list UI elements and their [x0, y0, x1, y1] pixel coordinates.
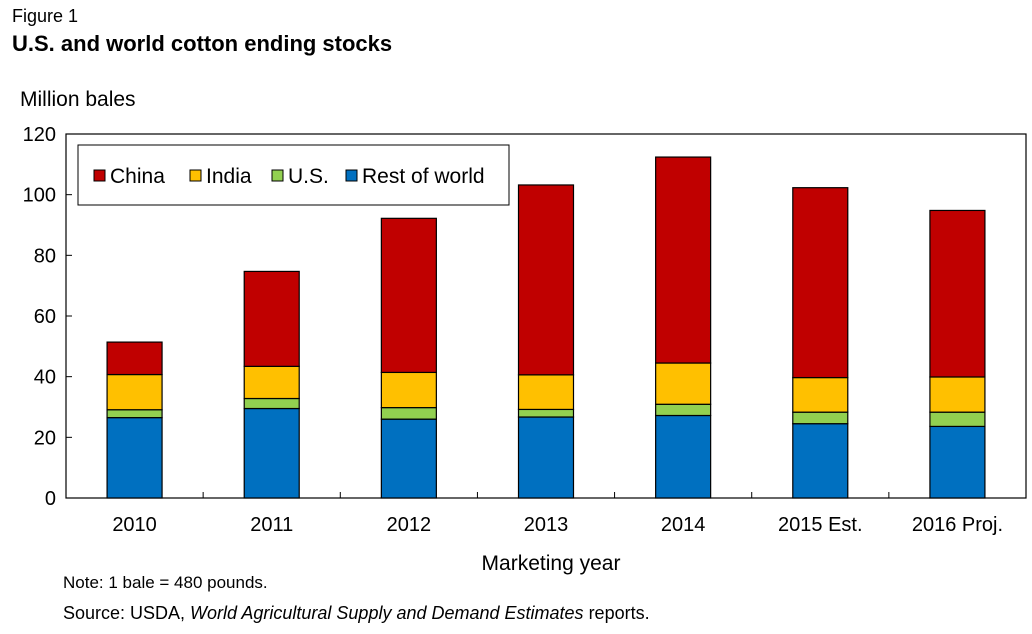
bar-segment-u-s-	[655, 403, 712, 417]
bar-segment-india	[243, 365, 300, 400]
bar-segment-china	[655, 156, 712, 364]
x-tick-label: 2013	[524, 514, 569, 536]
chart-bars	[106, 156, 986, 499]
chart-title: U.S. and world cotton ending stocks	[12, 31, 393, 56]
bar-segment-rest-of-world	[517, 416, 575, 499]
bar-segment-india	[380, 371, 437, 409]
x-tick-labels: 2010 2011 2012 2013 2014 2015 Est. 2016 Proj.	[112, 514, 1003, 536]
bar-segment-china	[929, 209, 986, 378]
legend-swatch-u-s-	[271, 169, 284, 182]
bar-segment-u-s-	[380, 407, 437, 420]
bar-segment-china	[106, 341, 163, 376]
bar-segment-china	[792, 187, 849, 379]
bar-segment-china	[380, 217, 437, 374]
y-tick-label: 40	[34, 367, 56, 389]
bar-segment-rest-of-world	[792, 423, 849, 499]
figure-label: Figure 1	[12, 6, 79, 26]
x-tick-label: 2010	[112, 514, 157, 536]
legend-label: U.S.	[288, 165, 329, 188]
bar-segment-china	[517, 184, 575, 376]
legend-swatch-china	[93, 169, 106, 182]
source-suffix: reports.	[583, 603, 650, 623]
x-tick-label: 2014	[661, 514, 706, 536]
y-tick-label: 0	[45, 488, 56, 510]
y-tick-label: 80	[34, 245, 56, 267]
bar-segment-india	[655, 362, 712, 405]
bar-segment-u-s-	[517, 408, 575, 418]
legend-label: India	[206, 165, 252, 188]
bar-segment-rest-of-world	[929, 425, 986, 499]
y-axis-unit-label: Million bales	[20, 88, 136, 111]
source-prefix: Source: USDA,	[63, 603, 191, 623]
y-tick-label: 100	[23, 185, 56, 207]
legend-label: China	[110, 165, 165, 188]
x-tick-label: 2012	[387, 514, 432, 536]
y-tick-label: 60	[34, 306, 56, 328]
bar-segment-india	[517, 374, 575, 411]
bar-segment-rest-of-world	[106, 417, 163, 499]
legend-swatch-rest-of-world	[345, 169, 358, 182]
bar-segment-u-s-	[106, 409, 163, 419]
legend-swatch-india	[189, 169, 202, 182]
chart-note: Note: 1 bale = 480 pounds.	[63, 573, 268, 592]
bar-segment-rest-of-world	[243, 407, 300, 499]
bar-segment-china	[243, 270, 300, 367]
chart-source: Source: USDA, World Agricultural Supply …	[63, 603, 650, 624]
source-report-title: World Agricultural Supply and Demand Est…	[190, 603, 584, 623]
bar-segment-u-s-	[792, 411, 849, 425]
chart-legend: China India U.S. Rest of world	[77, 144, 510, 206]
bar-segment-india	[106, 373, 163, 411]
x-tick-label: 2011	[250, 514, 293, 536]
bar-segment-u-s-	[243, 397, 300, 410]
legend-box	[77, 144, 510, 206]
y-tick-label: 20	[34, 427, 56, 449]
bar-segment-rest-of-world	[655, 414, 712, 499]
x-tick-label: 2016 Proj.	[912, 514, 1003, 536]
y-tick-labels: 0 20 40 60 80 100 120	[23, 124, 56, 510]
bar-segment-u-s-	[929, 411, 986, 428]
legend-label: Rest of world	[362, 165, 485, 188]
y-tick-label: 120	[23, 124, 56, 146]
x-axis-label: Marketing year	[482, 552, 621, 575]
bar-segment-india	[792, 376, 849, 413]
x-tick-label: 2015 Est.	[778, 514, 863, 536]
bar-segment-india	[929, 376, 986, 413]
bar-segment-rest-of-world	[380, 418, 437, 499]
